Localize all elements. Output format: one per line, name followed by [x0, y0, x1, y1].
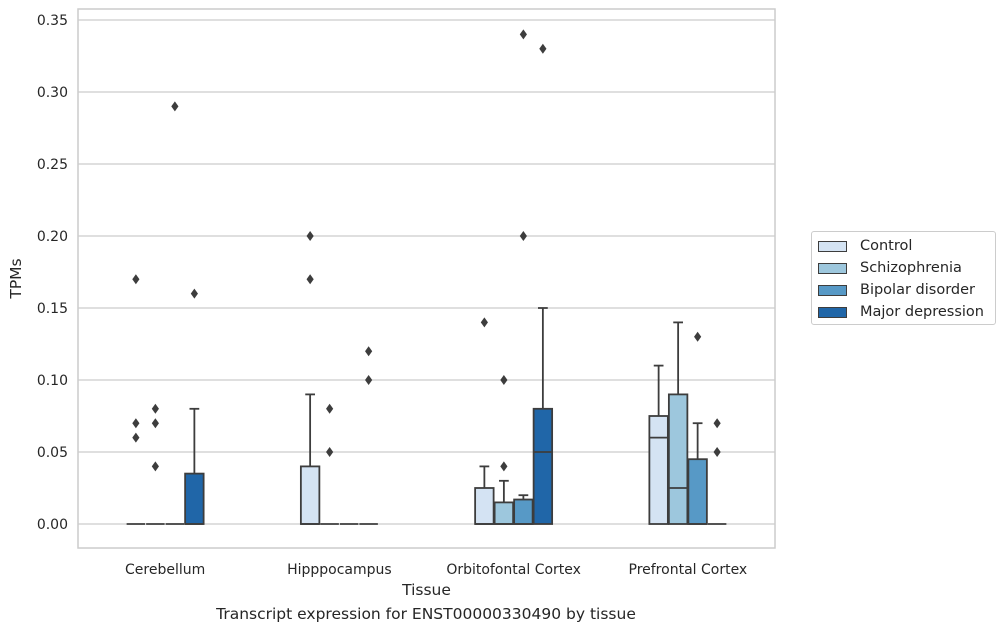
- box-schizophrenia-prefrontal-cortex: [667, 321, 689, 525]
- legend-item-control: Control: [818, 236, 912, 256]
- x-axis-label: Tissue: [401, 581, 451, 599]
- box-major-depression-hipppocampus: [359, 346, 378, 525]
- box-rect: [667, 393, 689, 525]
- legend-item-schizophrenia: Schizophrenia: [818, 258, 962, 278]
- outlier-point: [713, 447, 721, 457]
- legend-item-major-depression: Major depression: [818, 302, 984, 322]
- y-tick-labels: 0.00 0.05 0.10 0.15 0.20 0.25 0.30 0.35: [37, 13, 68, 533]
- outlier-point: [326, 403, 334, 414]
- box-rect: [513, 498, 534, 525]
- outlier-point: [365, 346, 373, 357]
- legend-item-bipolar-disorder: Bipolar disorder: [818, 280, 975, 300]
- box-bipolar-disorder-cerebellum: [165, 101, 185, 525]
- outlier-point: [519, 231, 527, 241]
- plot-frame: [77, 8, 776, 549]
- outlier-point: [132, 432, 140, 443]
- box-schizophrenia-cerebellum: [146, 403, 165, 525]
- box-control-hipppocampus: [299, 231, 321, 525]
- outlier-point: [171, 101, 179, 112]
- box-rect: [648, 415, 669, 525]
- outlier-point: [306, 274, 314, 285]
- outlier-point: [365, 375, 373, 385]
- box-major-depression-orbitofontal-cortex: [532, 43, 554, 525]
- box-control-cerebellum: [126, 274, 146, 525]
- y-tick-label: 0.00: [37, 517, 68, 533]
- outlier-point: [151, 418, 159, 429]
- x-tick-label: Hipppocampus: [287, 562, 392, 578]
- legend-label-control: Control: [860, 238, 913, 254]
- box-rect: [687, 458, 708, 525]
- outlier-point: [694, 331, 702, 342]
- y-tick-label: 0.30: [37, 85, 68, 101]
- box-control-prefrontal-cortex: [648, 364, 669, 525]
- box-rect: [474, 487, 495, 525]
- legend-label-schizophrenia: Schizophrenia: [860, 260, 962, 276]
- y-tick-label: 0.05: [37, 445, 68, 461]
- outlier-point: [151, 403, 159, 414]
- box-schizophrenia-orbitofontal-cortex: [493, 375, 515, 525]
- legend-swatch-control: [818, 240, 847, 252]
- x-tick-label: Orbitofontal Cortex: [446, 562, 581, 578]
- box-schizophrenia-hipppocampus: [320, 403, 339, 525]
- outlier-point: [306, 231, 314, 241]
- legend-label-major-depression: Major depression: [860, 304, 984, 320]
- outlier-point: [500, 461, 508, 472]
- box-bipolar-disorder-prefrontal-cortex: [687, 331, 708, 525]
- outlier-point: [132, 274, 140, 285]
- box-rect: [493, 501, 515, 525]
- outlier-point: [190, 288, 198, 299]
- legend-swatch-schizophrenia: [818, 262, 847, 274]
- outlier-point: [151, 461, 159, 472]
- outlier-point: [500, 375, 508, 385]
- legend: Control Schizophrenia Bipolar disorder M…: [811, 231, 996, 325]
- box-control-orbitofontal-cortex: [474, 317, 495, 525]
- outlier-point: [519, 29, 527, 40]
- outlier-point: [539, 43, 547, 54]
- chart-caption: Transcript expression for ENST0000033049…: [216, 605, 636, 623]
- legend-swatch-major-depression: [818, 306, 847, 318]
- x-tick-label: Prefrontal Cortex: [629, 562, 748, 578]
- outlier-point: [326, 447, 334, 457]
- x-tick-labels: Cerebellum Hipppocampus Orbitofontal Corte…: [125, 562, 747, 578]
- box-bipolar-disorder-orbitofontal-cortex: [513, 29, 534, 525]
- box-major-depression-prefrontal-cortex: [707, 418, 727, 525]
- outlier-point: [713, 418, 721, 429]
- legend-swatch-bipolar-disorder: [818, 284, 847, 296]
- outlier-point: [132, 418, 140, 429]
- box-groups: [126, 29, 727, 525]
- legend-label-bipolar-disorder: Bipolar disorder: [860, 282, 975, 298]
- y-tick-label: 0.10: [37, 373, 68, 389]
- y-tick-label: 0.35: [37, 13, 68, 29]
- y-tick-label: 0.15: [37, 301, 68, 317]
- x-tick-label: Cerebellum: [125, 562, 205, 578]
- box-rect: [299, 465, 321, 525]
- y-axis-label: TPMs: [7, 258, 25, 299]
- outlier-point: [480, 317, 488, 328]
- box-rect: [184, 472, 205, 525]
- y-tick-label: 0.25: [37, 157, 68, 173]
- box-rect: [532, 407, 554, 525]
- box-major-depression-cerebellum: [184, 288, 205, 525]
- y-tick-label: 0.20: [37, 229, 68, 245]
